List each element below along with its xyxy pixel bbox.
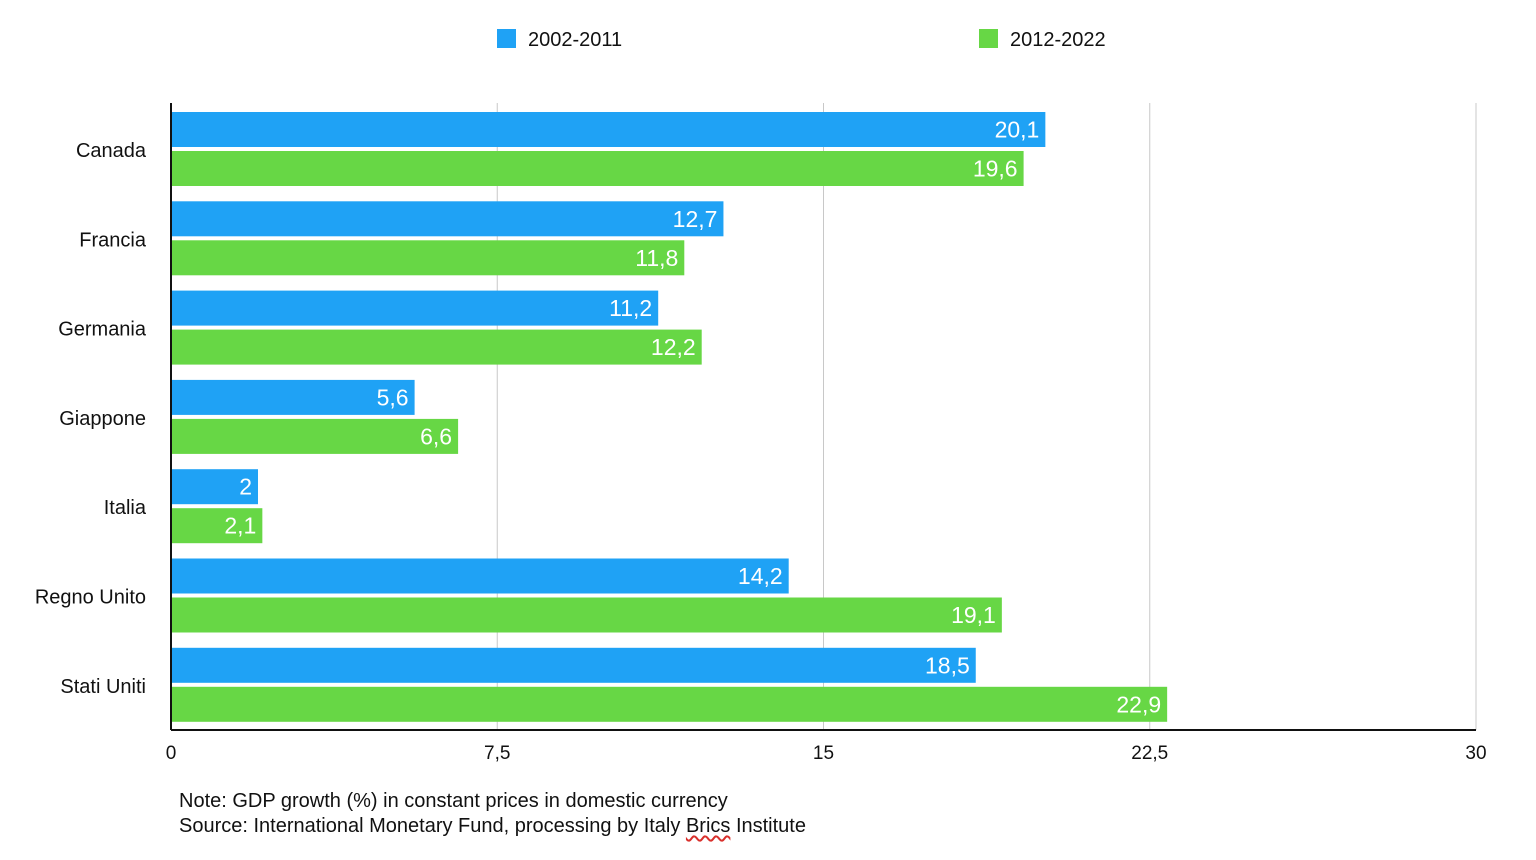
category-label: Stati Uniti (60, 676, 146, 698)
bar (171, 418, 459, 454)
category-label: Italia (104, 497, 147, 519)
data-label: 19,6 (973, 156, 1018, 182)
source-text-prefix: Source: International Monetary Fund, pro… (179, 815, 686, 837)
data-label: 12,7 (673, 206, 718, 232)
data-label: 6,6 (420, 423, 452, 449)
bar (171, 240, 685, 276)
data-label: 20,1 (995, 117, 1040, 143)
x-tick-label: 22,5 (1131, 743, 1168, 764)
bar (171, 329, 702, 365)
x-tick-label: 15 (813, 743, 834, 764)
category-label: Giappone (59, 408, 146, 430)
data-label: 2,1 (224, 513, 256, 539)
bar (171, 647, 976, 683)
bar (171, 558, 789, 594)
category-label: Regno Unito (35, 587, 146, 609)
legend-swatch (497, 29, 516, 48)
data-label: 11,2 (609, 295, 652, 321)
bar (171, 379, 415, 415)
category-label: Germania (58, 319, 147, 341)
data-label: 11,8 (635, 245, 678, 271)
source-text-suffix: Institute (730, 815, 806, 837)
legend-label: 2002-2011 (528, 29, 622, 51)
data-label: 22,9 (1116, 691, 1161, 717)
data-label: 14,2 (738, 563, 783, 589)
bar (171, 597, 1002, 633)
data-label: 2 (239, 474, 252, 500)
bar (171, 201, 724, 237)
data-label: 5,6 (377, 384, 409, 410)
bar (171, 151, 1024, 186)
bar (171, 686, 1168, 722)
legend-label: 2012-2022 (1010, 29, 1106, 51)
source-text-brics: Brics (685, 815, 731, 837)
bar (171, 508, 263, 544)
data-label: 19,1 (951, 602, 996, 628)
x-tick-label: 7,5 (484, 743, 510, 764)
bar (171, 112, 1046, 147)
data-label: 12,2 (651, 334, 696, 360)
category-label: Francia (79, 229, 147, 251)
category-label: Canada (76, 140, 147, 162)
bar (171, 469, 258, 505)
chart-note: Note: GDP growth (%) in constant prices … (179, 790, 728, 812)
chart-source: Source: International Monetary Fund, pro… (179, 815, 806, 838)
x-tick-label: 0 (166, 743, 177, 764)
legend-swatch (979, 29, 998, 48)
bar (171, 290, 659, 326)
x-tick-label: 30 (1465, 743, 1486, 764)
data-label: 18,5 (925, 652, 970, 678)
